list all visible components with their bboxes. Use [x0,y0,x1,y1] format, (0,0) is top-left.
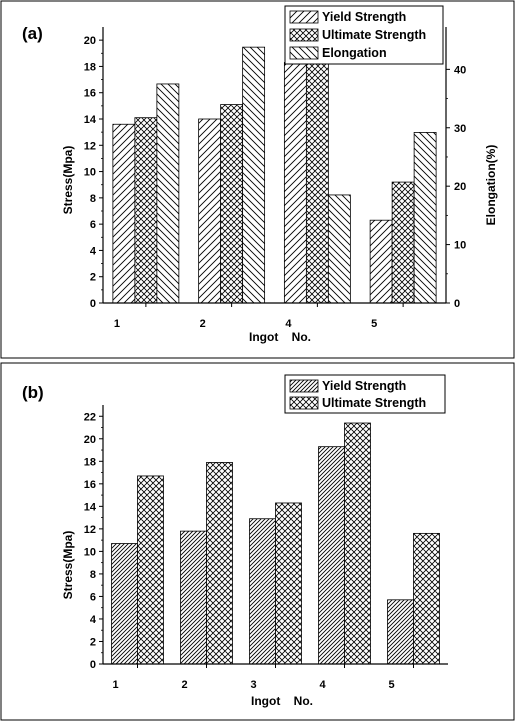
bar-elongation-ingot-5 [413,132,437,304]
y-tick-label: 2 [90,272,96,284]
panel-a-xlabel: Ingot No. [249,330,311,344]
bar-yield-strength-ingot-2 [180,530,207,665]
bar-elongation-ingot-4 [327,194,351,304]
x-tick-label: 5 [371,318,377,330]
y-tick-label: 0 [90,298,96,310]
y-tick-label: 18 [84,61,96,73]
y-right-tick-label: 0 [454,298,460,310]
bar-yield-strength-ingot-5 [369,219,393,304]
y-tick-label: 16 [84,479,96,491]
legend-label-yield: Yield Strength [322,10,406,24]
y-right-tick-label: 20 [454,181,466,193]
x-tick-label: 5 [388,679,394,691]
y-tick-label: 20 [84,434,96,446]
bar-ultimate-strength-ingot-2 [206,462,233,665]
bar-yield-strength-ingot-3 [249,518,276,665]
y-tick-label: 8 [90,193,96,205]
x-tick-label: 1 [114,318,120,330]
panel-a-ylabel: Stress(Mpa) [61,146,75,215]
bar-ultimate-strength-ingot-4 [344,422,371,665]
y-tick-label: 6 [90,219,96,231]
y-tick-label: 8 [90,569,96,581]
panel-b-xlabel: Ingot No. [251,694,313,708]
y-tick-label: 12 [84,140,96,152]
bar-yield-strength-ingot-4 [283,62,307,304]
bar-ultimate-strength-ingot-3 [275,502,302,665]
bar-ultimate-strength-ingot-1 [134,117,158,304]
y-tick-label: 0 [90,659,96,671]
bar-ultimate-strength-ingot-4 [305,47,329,304]
y-tick-label: 14 [84,501,97,513]
x-tick-label: 4 [285,318,292,330]
bar-yield-strength-ingot-4 [318,446,345,665]
x-tick-label: 4 [319,679,326,691]
y-tick-label: 18 [84,456,96,468]
legend-swatch-elongation [289,46,319,60]
y-tick-label: 2 [90,636,96,648]
panel-a-frame [0,0,515,359]
y-tick-label: 10 [84,546,96,558]
legend-label-ultimate: Ultimate Strength [322,396,426,410]
legend-swatch-yield [289,10,319,24]
y-tick-label: 4 [90,245,97,257]
bar-yield-strength-ingot-5 [387,599,414,665]
y-tick-label: 10 [84,167,96,179]
bar-yield-strength-ingot-1 [111,543,138,665]
bar-elongation-ingot-2 [242,46,266,304]
legend-label-elongation: Elongation [322,46,387,60]
bar-ultimate-strength-ingot-2 [220,104,244,304]
panel-a-legend: Yield Strength Ultimate Strength Elongat… [284,5,444,65]
y-tick-label: 20 [84,35,96,47]
legend-label-ultimate: Ultimate Strength [322,28,426,42]
panel-a-label: (a) [22,24,43,43]
x-tick-label: 2 [200,318,206,330]
y-tick-label: 22 [84,411,96,423]
legend-swatch-ultimate [289,28,319,42]
x-tick-label: 2 [181,679,187,691]
x-tick-label: 3 [250,679,256,691]
panel-b-ylabel: Stress(Mpa) [61,531,75,600]
y-right-tick-label: 40 [454,64,466,76]
panel-b-frame [0,362,515,721]
y-tick-label: 6 [90,591,96,603]
panel-a-ylabel-right: Elongation(%) [484,145,498,226]
x-tick-label: 1 [112,679,118,691]
y-tick-label: 16 [84,88,96,100]
y-tick-label: 12 [84,524,96,536]
legend-label-yield: Yield Strength [322,379,406,393]
y-right-tick-label: 10 [454,240,466,252]
panel-b-legend: Yield Strength Ultimate Strength [284,374,446,414]
y-right-tick-label: 30 [454,123,466,135]
legend-swatch-ultimate [289,396,319,410]
bar-yield-strength-ingot-1 [112,123,136,304]
bar-ultimate-strength-ingot-5 [413,532,440,665]
bar-yield-strength-ingot-2 [198,118,222,304]
panel-b-label: (b) [22,383,44,402]
bar-ultimate-strength-ingot-5 [391,181,415,304]
legend-swatch-yield [289,379,319,393]
bar-ultimate-strength-ingot-1 [137,475,164,665]
bar-elongation-ingot-1 [156,83,180,304]
y-tick-label: 4 [90,614,97,626]
y-tick-label: 14 [84,114,97,126]
